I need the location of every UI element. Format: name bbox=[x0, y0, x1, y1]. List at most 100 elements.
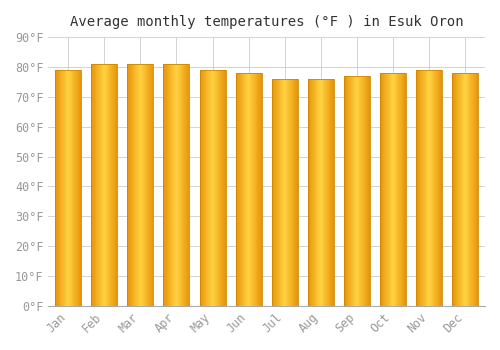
Bar bbox=[417, 70, 418, 306]
Bar bbox=[280, 79, 281, 306]
Bar bbox=[392, 73, 393, 306]
Bar bbox=[134, 64, 135, 306]
Bar bbox=[129, 64, 130, 306]
Bar bbox=[435, 70, 436, 306]
Bar bbox=[308, 79, 334, 306]
Bar bbox=[399, 73, 400, 306]
Bar bbox=[274, 79, 275, 306]
Bar bbox=[348, 76, 349, 306]
Bar bbox=[261, 73, 262, 306]
Bar bbox=[240, 73, 241, 306]
Bar bbox=[110, 64, 111, 306]
Bar bbox=[288, 79, 289, 306]
Bar bbox=[111, 64, 112, 306]
Bar bbox=[434, 70, 435, 306]
Bar bbox=[204, 70, 205, 306]
Bar bbox=[104, 64, 105, 306]
Bar bbox=[150, 64, 151, 306]
Bar bbox=[256, 73, 258, 306]
Bar bbox=[223, 70, 224, 306]
Bar bbox=[210, 70, 211, 306]
Bar bbox=[297, 79, 298, 306]
Bar bbox=[69, 70, 70, 306]
Bar bbox=[459, 73, 460, 306]
Bar bbox=[331, 79, 332, 306]
Bar bbox=[438, 70, 440, 306]
Bar bbox=[221, 70, 222, 306]
Bar bbox=[286, 79, 288, 306]
Bar bbox=[292, 79, 294, 306]
Bar bbox=[203, 70, 204, 306]
Bar bbox=[164, 64, 190, 306]
Bar bbox=[455, 73, 456, 306]
Bar bbox=[76, 70, 77, 306]
Bar bbox=[390, 73, 391, 306]
Bar bbox=[275, 79, 276, 306]
Bar bbox=[388, 73, 390, 306]
Bar bbox=[130, 64, 131, 306]
Bar bbox=[77, 70, 78, 306]
Bar bbox=[441, 70, 442, 306]
Bar bbox=[344, 76, 345, 306]
Bar bbox=[333, 79, 334, 306]
Bar bbox=[418, 70, 420, 306]
Bar bbox=[236, 73, 238, 306]
Bar bbox=[248, 73, 250, 306]
Bar bbox=[332, 79, 333, 306]
Bar bbox=[350, 76, 351, 306]
Bar bbox=[136, 64, 137, 306]
Bar bbox=[474, 73, 476, 306]
Bar bbox=[471, 73, 472, 306]
Bar bbox=[272, 79, 297, 306]
Bar bbox=[216, 70, 217, 306]
Bar bbox=[222, 70, 223, 306]
Bar bbox=[149, 64, 150, 306]
Bar bbox=[452, 73, 453, 306]
Bar bbox=[430, 70, 431, 306]
Bar bbox=[354, 76, 355, 306]
Bar bbox=[290, 79, 291, 306]
Bar bbox=[461, 73, 462, 306]
Bar bbox=[151, 64, 152, 306]
Bar bbox=[322, 79, 324, 306]
Bar bbox=[212, 70, 214, 306]
Bar bbox=[294, 79, 295, 306]
Bar bbox=[56, 70, 57, 306]
Bar bbox=[132, 64, 134, 306]
Bar bbox=[358, 76, 360, 306]
Bar bbox=[259, 73, 260, 306]
Bar bbox=[314, 79, 316, 306]
Bar bbox=[420, 70, 422, 306]
Bar bbox=[381, 73, 382, 306]
Bar bbox=[313, 79, 314, 306]
Bar bbox=[55, 70, 56, 306]
Bar bbox=[68, 70, 69, 306]
Bar bbox=[173, 64, 174, 306]
Bar bbox=[453, 73, 454, 306]
Bar bbox=[247, 73, 248, 306]
Bar bbox=[217, 70, 218, 306]
Bar bbox=[289, 79, 290, 306]
Bar bbox=[178, 64, 179, 306]
Bar bbox=[166, 64, 167, 306]
Bar bbox=[62, 70, 63, 306]
Bar bbox=[349, 76, 350, 306]
Bar bbox=[114, 64, 116, 306]
Bar bbox=[393, 73, 394, 306]
Bar bbox=[258, 73, 259, 306]
Bar bbox=[60, 70, 62, 306]
Bar bbox=[416, 70, 417, 306]
Bar bbox=[278, 79, 280, 306]
Bar bbox=[351, 76, 352, 306]
Bar bbox=[200, 70, 226, 306]
Bar bbox=[242, 73, 244, 306]
Bar bbox=[466, 73, 467, 306]
Bar bbox=[128, 64, 129, 306]
Bar bbox=[184, 64, 185, 306]
Bar bbox=[107, 64, 108, 306]
Bar bbox=[244, 73, 245, 306]
Bar bbox=[202, 70, 203, 306]
Bar bbox=[92, 64, 93, 306]
Bar bbox=[321, 79, 322, 306]
Bar bbox=[346, 76, 348, 306]
